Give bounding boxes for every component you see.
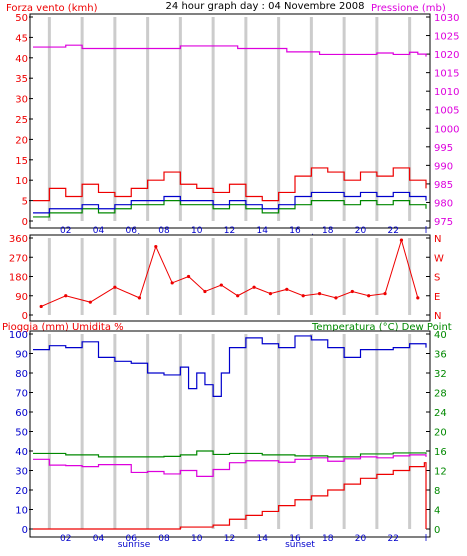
- y-right-tick-2-4: 24: [434, 408, 447, 419]
- bottom-sunset-label: sunset: [285, 540, 315, 550]
- series-line-2-1: [33, 450, 427, 458]
- y-left-tick-2-4: 60: [15, 408, 28, 419]
- y-left-tick-0-10: 0: [22, 217, 28, 228]
- temperature-label: Temperatura (°C) Dew Point: [311, 322, 452, 333]
- y-left-tick-2-0: 100: [9, 330, 28, 341]
- x-tick-2-8: 18: [322, 534, 334, 544]
- y-left-tick-2-10: 0: [22, 525, 28, 536]
- series-line-0-3: [33, 191, 427, 214]
- x-tick-0-5: 12: [224, 226, 235, 236]
- series-line-2-2: [33, 454, 427, 477]
- y-right-tick-0-11: 975: [434, 217, 453, 228]
- x-tick-0-1: 04: [93, 226, 105, 236]
- y-left-tick-2-2: 80: [15, 369, 28, 380]
- series-line-2-3: [33, 462, 427, 530]
- y-left-tick-2-9: 10: [15, 506, 28, 517]
- y-left-tick-1-1: 270: [9, 253, 28, 264]
- series-line-0-1: [33, 167, 427, 202]
- y-right-tick-0-9: 985: [434, 180, 453, 191]
- y-left-tick-0-3: 35: [15, 74, 28, 85]
- y-right-tick-2-8: 8: [434, 486, 440, 497]
- y-left-tick-2-3: 70: [15, 389, 28, 400]
- y-left-tick-1-0: 360: [9, 234, 28, 245]
- y-left-tick-0-2: 40: [15, 54, 28, 65]
- y-left-tick-0-6: 20: [15, 135, 28, 146]
- x-tick-2-7: 16: [289, 534, 301, 544]
- y-right-tick-0-3: 1015: [434, 69, 459, 80]
- y-left-tick-1-2: 180: [9, 273, 28, 284]
- y-left-tick-2-6: 40: [15, 447, 28, 458]
- x-tick-0-4: 10: [191, 226, 203, 236]
- x-tick-2-3: 08: [158, 534, 170, 544]
- y-right-tick-2-2: 32: [434, 369, 447, 380]
- y-right-tick-0-10: 980: [434, 198, 453, 209]
- y-left-tick-0-0: 50: [15, 13, 28, 24]
- y-right-tick-2-6: 16: [434, 447, 447, 458]
- y-right-tick-2-9: 4: [434, 506, 440, 517]
- x-tick-2-9: 20: [355, 534, 367, 544]
- x-tick-0-0: 02: [60, 226, 71, 236]
- x-tick-2-10: 22: [388, 534, 399, 544]
- pressure-label: Pressione (mb): [371, 3, 446, 14]
- y-right-tick-2-7: 12: [434, 467, 447, 478]
- wind-speed-label: Forza vento (kmh): [6, 3, 98, 14]
- x-tick-2-1: 04: [93, 534, 105, 544]
- x-tick-2-2: 06: [126, 534, 138, 544]
- series-line-2-0: [33, 335, 427, 397]
- y-right-tick-2-10: 0: [434, 525, 440, 536]
- y-right-tick-0-2: 1020: [434, 50, 459, 61]
- y-right-tick-2-0: 40: [434, 330, 447, 341]
- chart-title: 24 hour graph day : 04 Novembre 2008: [166, 1, 365, 12]
- y-left-tick-1-3: 90: [15, 292, 28, 303]
- x-tick-0-9: 20: [355, 226, 367, 236]
- bottom-sunrise-label: sunrise: [118, 540, 151, 550]
- y-left-tick-0-8: 10: [15, 176, 28, 187]
- x-tick-0-8: 18: [322, 226, 334, 236]
- y-left-tick-0-5: 25: [15, 115, 28, 126]
- y-right-tick-0-7: 995: [434, 143, 453, 154]
- y-left-tick-0-1: 45: [15, 33, 28, 44]
- y-left-tick-0-4: 30: [15, 95, 28, 106]
- x-tick-0-3: 08: [158, 226, 170, 236]
- y-right-tick-1-0: N: [434, 234, 441, 245]
- x-tick-2-11: l: [425, 534, 428, 544]
- x-tick-2-6: 14: [257, 534, 269, 544]
- wind-dir-line: [40, 238, 419, 307]
- y-right-tick-2-5: 20: [434, 428, 447, 439]
- y-right-tick-0-5: 1005: [434, 106, 459, 117]
- x-tick-2-5: 12: [224, 534, 235, 544]
- y-left-tick-0-9: 5: [22, 197, 28, 208]
- y-left-tick-2-7: 30: [15, 467, 28, 478]
- x-tick-0-6: 14: [257, 226, 269, 236]
- y-right-tick-1-2: S: [434, 273, 440, 284]
- x-tick-0-11: l: [425, 226, 428, 236]
- rain-label: Pioggia (mm) Umidita %: [2, 322, 124, 333]
- y-left-tick-1-4: 0: [22, 311, 28, 322]
- y-right-tick-1-3: E: [434, 292, 440, 303]
- panel-frame-1: [29, 234, 431, 322]
- series-line-0-0: [33, 44, 427, 57]
- y-left-tick-2-5: 50: [15, 428, 28, 439]
- x-tick-0-2: 06: [126, 226, 138, 236]
- y-right-tick-0-8: 990: [434, 161, 453, 172]
- y-right-tick-2-1: 36: [434, 350, 447, 361]
- y-left-tick-2-1: 90: [15, 350, 28, 361]
- y-right-tick-0-0: 1030: [434, 13, 459, 24]
- y-right-tick-1-4: N: [434, 311, 441, 322]
- y-left-tick-0-7: 15: [15, 156, 28, 167]
- y-right-tick-2-3: 28: [434, 389, 447, 400]
- x-tick-2-4: 10: [191, 534, 203, 544]
- y-right-tick-1-1: W: [434, 253, 444, 264]
- y-right-tick-0-6: 1000: [434, 124, 459, 135]
- x-tick-0-7: 16: [289, 226, 301, 236]
- y-left-tick-2-8: 20: [15, 486, 28, 497]
- y-right-tick-0-4: 1010: [434, 87, 459, 98]
- x-tick-2-0: 02: [60, 534, 71, 544]
- x-tick-0-10: 22: [388, 226, 399, 236]
- y-right-tick-0-1: 1025: [434, 32, 459, 43]
